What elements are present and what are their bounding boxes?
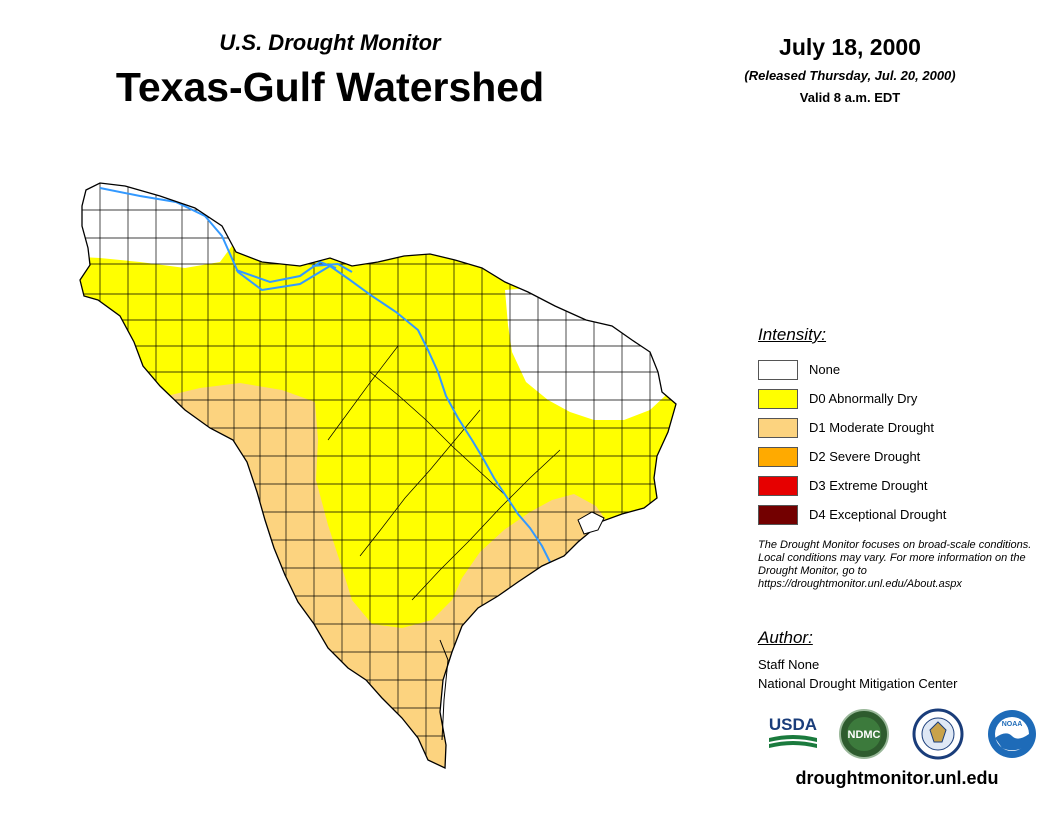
valid-time: Valid 8 a.m. EDT: [799, 90, 901, 105]
author-heading: Author:: [758, 628, 813, 647]
disclaimer-note: The Drought Monitor focuses on broad-sca…: [758, 539, 1032, 590]
svg-text:USDA: USDA: [769, 715, 817, 734]
none-area-east: [505, 288, 672, 420]
svg-text:NOAA: NOAA: [1002, 721, 1023, 728]
legend-swatch-d0: [758, 388, 798, 409]
svg-text:NDMC: NDMC: [848, 729, 881, 741]
legend-swatch-d4: [758, 504, 798, 525]
author-name: Staff None: [758, 657, 820, 672]
map-subtitle: U.S. Drought Monitor: [219, 30, 441, 55]
legend-label-d0: D0 Abnormally Dry: [809, 391, 918, 406]
map-title: Texas-Gulf Watershed: [115, 64, 545, 110]
usda-logo: USDA: [769, 715, 817, 748]
legend-item-none: None: [758, 355, 1048, 384]
legend-swatch-d2: [758, 446, 798, 467]
site-url[interactable]: droughtmonitor.unl.edu: [795, 768, 999, 788]
legend-swatch-d3: [758, 475, 798, 496]
noaa-logo: NOAA: [988, 710, 1036, 758]
legend-label-d3: D3 Extreme Drought: [809, 478, 928, 493]
legend-item-d3: D3 Extreme Drought: [758, 471, 1048, 500]
commerce-seal: [912, 708, 964, 760]
ndmc-logo: NDMC: [839, 709, 889, 759]
legend-item-d0: D0 Abnormally Dry: [758, 384, 1048, 413]
legend-item-d2: D2 Severe Drought: [758, 442, 1048, 471]
legend-item-d4: D4 Exceptional Drought: [758, 500, 1048, 529]
legend-label-d2: D2 Severe Drought: [809, 449, 921, 464]
river-network: [99, 187, 553, 567]
author-org: National Drought Mitigation Center: [758, 676, 958, 691]
legend-label-none: None: [809, 362, 841, 377]
legend-title: Intensity:: [758, 325, 827, 344]
release-date: (Released Thursday, Jul. 20, 2000): [744, 68, 956, 83]
legend-swatch-none: [758, 359, 798, 380]
legend-label-d1: D1 Moderate Drought: [809, 420, 935, 435]
galveston-bay: [577, 511, 605, 535]
legend-swatch-d1: [758, 417, 798, 438]
map-date: July 18, 2000: [779, 34, 921, 60]
intensity-legend: Intensity: None D0 Abnormally Dry D1 Mod…: [758, 325, 1048, 529]
legend-item-d1: D1 Moderate Drought: [758, 413, 1048, 442]
legend-label-d4: D4 Exceptional Drought: [809, 507, 947, 522]
laguna-madre-coast: [439, 639, 449, 741]
